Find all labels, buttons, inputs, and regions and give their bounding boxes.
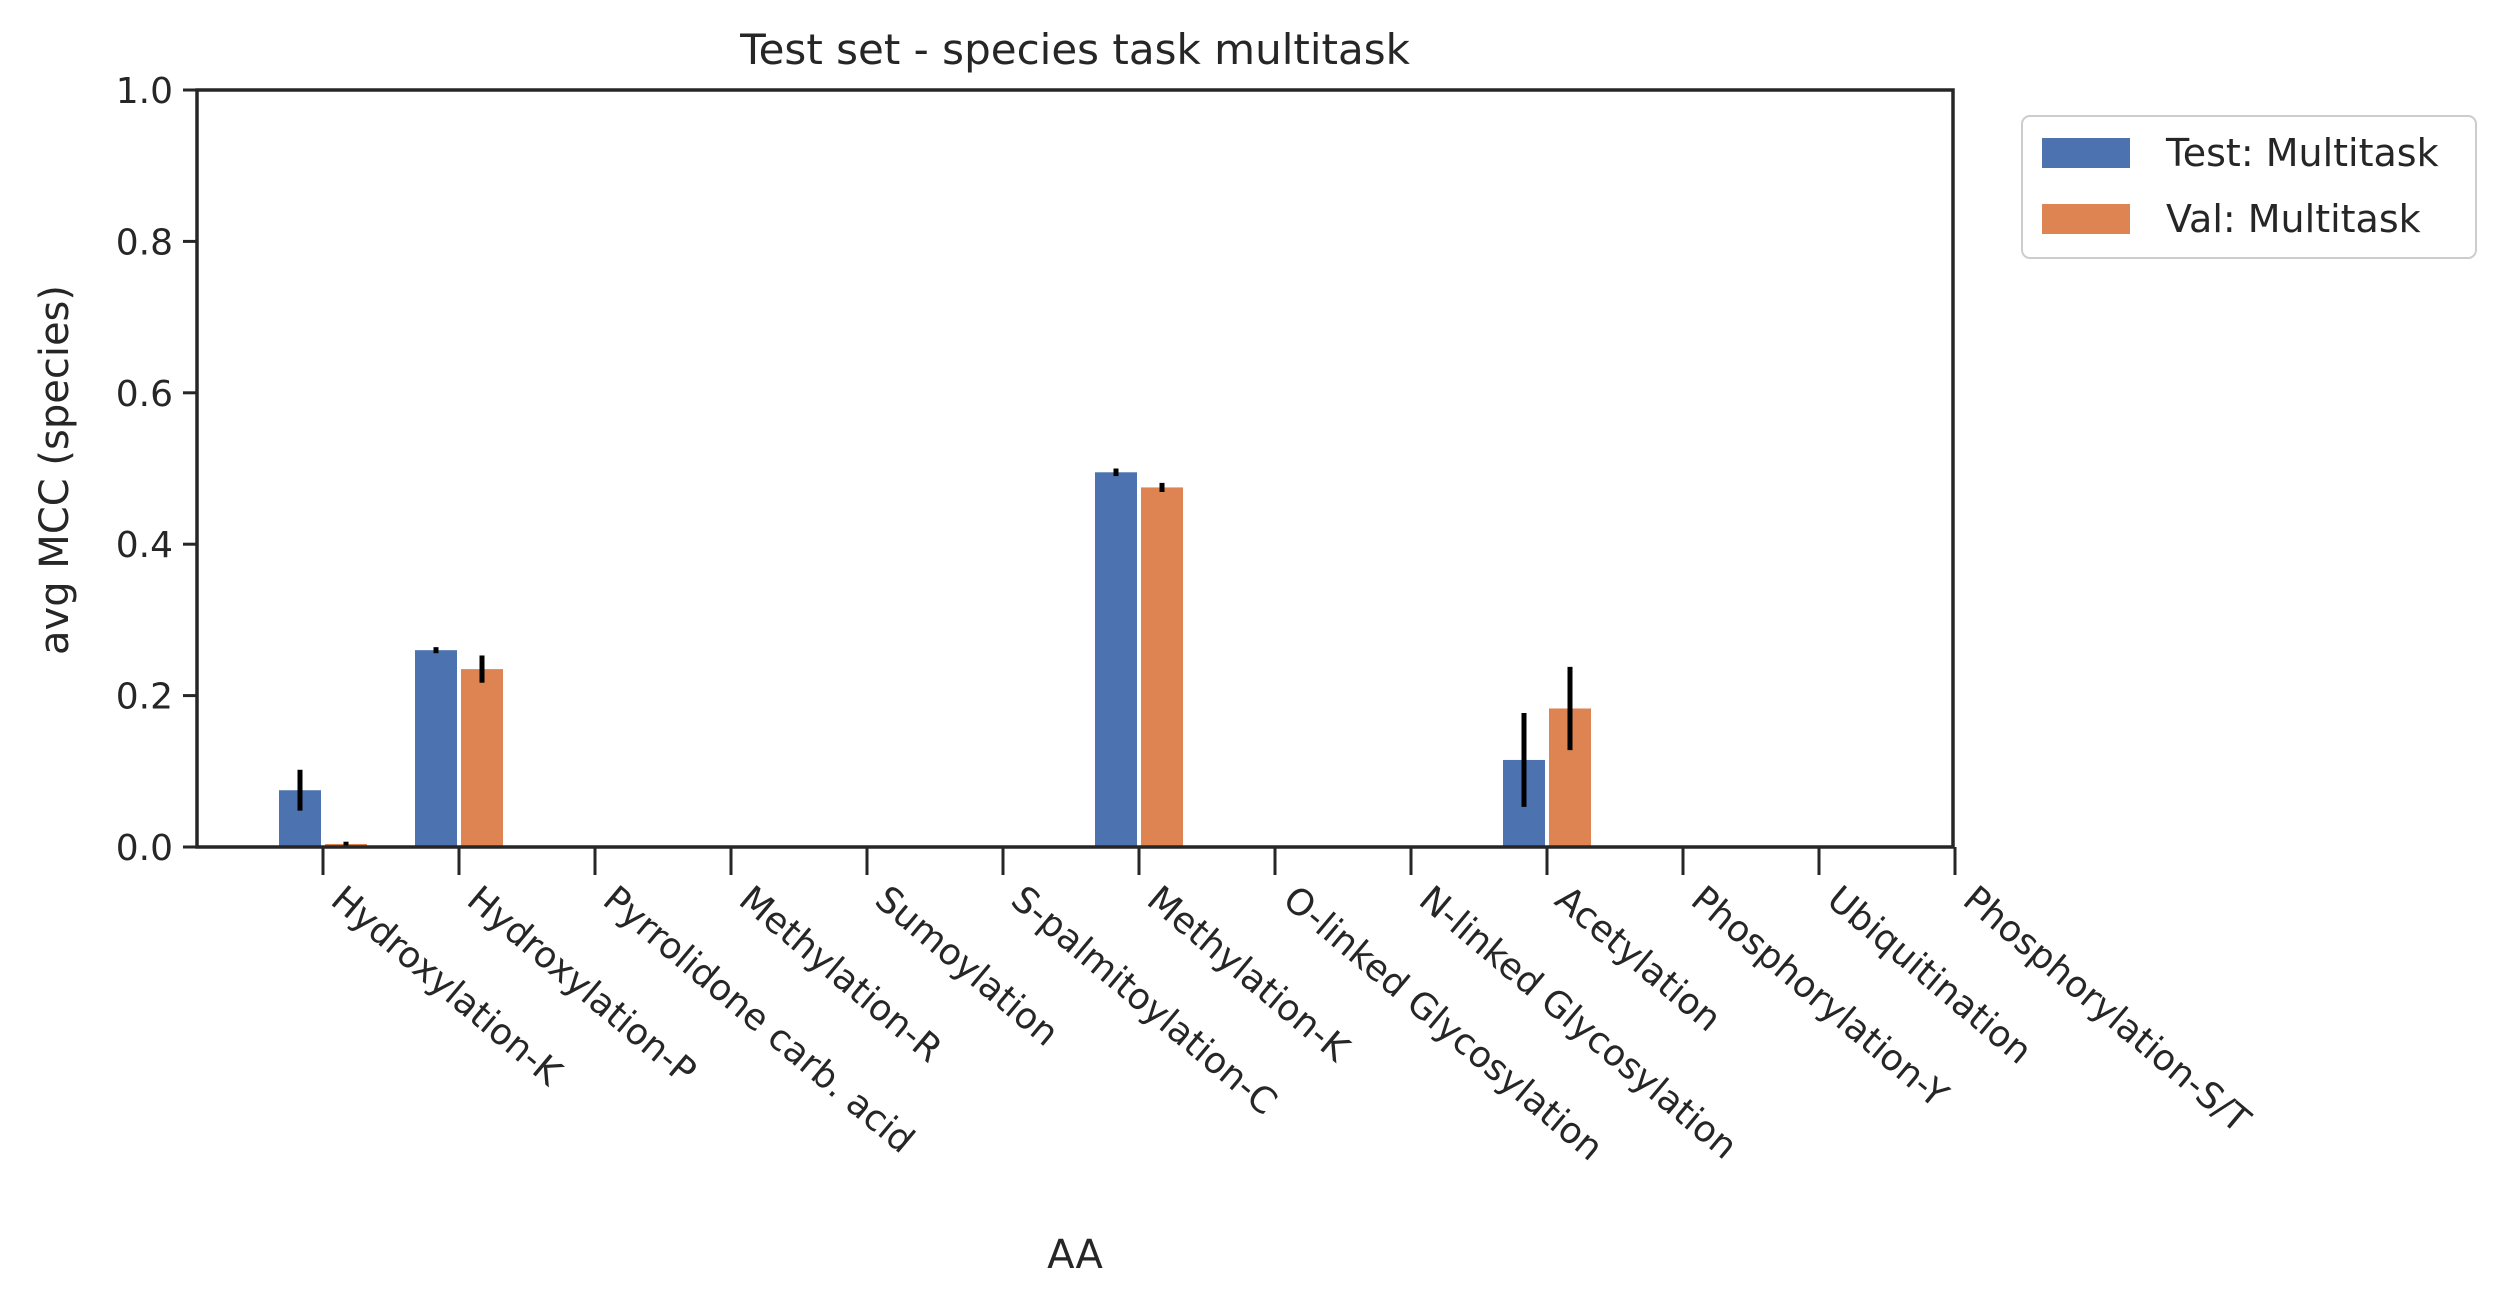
legend-box (2021, 115, 2477, 259)
legend: Test: Multitask Val: Multitask (2021, 115, 2477, 259)
x-tick-label: S-palmitoylation-C (1003, 878, 1284, 1123)
bar-val (1141, 487, 1183, 847)
x-tick-label: Hydroxylation-K (323, 878, 570, 1094)
plot-area: 0.0 0.2 0.4 0.6 0.8 1.0 Hydroxylation-KHydroxy… (116, 71, 2258, 1169)
bar-test (1095, 472, 1137, 847)
legend-swatch (2042, 138, 2130, 168)
x-axis-label: AA (1047, 1232, 1103, 1278)
y-tick-label: 1.0 (116, 71, 173, 112)
y-axis-label: avg MCC (species) (32, 285, 78, 655)
y-tick-label: 0.4 (116, 525, 173, 566)
bar-val (461, 669, 503, 847)
bar-test (415, 650, 457, 847)
y-tick-label: 0.6 (116, 374, 173, 415)
y-tick-label: 0.8 (116, 222, 173, 263)
x-tick-label: Hydroxylation-P (459, 878, 703, 1092)
chart-title: Test set - species task multitask (739, 25, 1411, 74)
axes-frame (195, 88, 1955, 849)
x-tick-label: Phosphorylation-Y (1683, 878, 1956, 1116)
legend-swatch (2042, 204, 2130, 234)
legend-entry: Val: Multitask (2166, 197, 2421, 241)
y-tick-label: 0.0 (116, 828, 173, 869)
legend-entry: Test: Multitask (2165, 131, 2439, 175)
y-tick-label: 0.2 (116, 677, 173, 718)
